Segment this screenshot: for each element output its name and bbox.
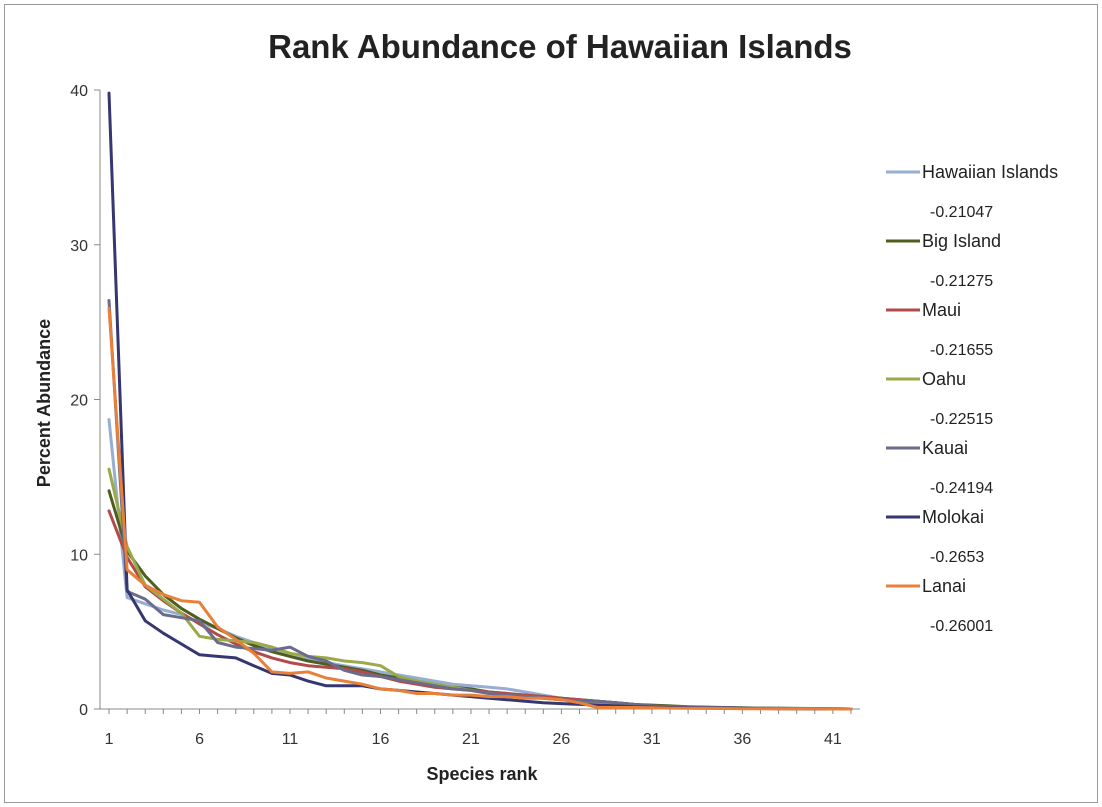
legend-value-maui: -0.21655: [930, 342, 993, 359]
y-tick-label: 10: [70, 547, 88, 564]
x-tick-label: 36: [733, 731, 751, 748]
x-tick-label: 41: [824, 731, 842, 748]
x-tick-label: 6: [195, 731, 204, 748]
legend-label-kauai: Kauai: [922, 438, 968, 458]
x-tick-label: 11: [282, 731, 299, 748]
legend-value-lanai: -0.26001: [930, 618, 993, 635]
x-tick-label: 16: [372, 731, 390, 748]
legend-value-kauai: -0.24194: [930, 480, 993, 497]
series-line-big-island: [107, 489, 853, 711]
chart-title: Rank Abundance of Hawaiian Islands: [268, 28, 852, 65]
legend-label-hawaiian-islands: Hawaiian Islands: [922, 162, 1058, 182]
legend-label-oahu: Oahu: [922, 369, 966, 389]
series-line-oahu: [107, 467, 853, 711]
legend-label-maui: Maui: [922, 300, 961, 320]
series-line-maui: [107, 509, 853, 711]
legend-value-molokai: -0.2653: [930, 549, 984, 566]
x-axis-title: Species rank: [426, 764, 538, 784]
x-tick-label: 26: [553, 731, 571, 748]
legend-value-big-island: -0.21275: [930, 273, 993, 290]
y-axis-title: Percent Abundance: [34, 319, 54, 487]
series-line-lanai: [107, 306, 853, 711]
y-tick-label: 0: [79, 702, 88, 719]
x-tick-label: 21: [462, 731, 480, 748]
x-tick-label: 31: [643, 731, 661, 748]
series-lines: [107, 91, 853, 711]
legend-label-lanai: Lanai: [922, 576, 966, 596]
legend-label-big-island: Big Island: [922, 231, 1001, 251]
y-tick-label: 40: [70, 83, 88, 100]
series-line-hawaiian-islands: [107, 418, 853, 711]
chart-frame: [4, 4, 1098, 803]
x-tick-label: 1: [105, 731, 114, 748]
legend-value-oahu: -0.22515: [930, 411, 993, 428]
y-tick-label: 30: [70, 238, 88, 255]
legend-value-hawaiian-islands: -0.21047: [930, 204, 993, 221]
y-tick-label: 20: [70, 393, 88, 410]
legend-label-molokai: Molokai: [922, 507, 984, 527]
legend: Hawaiian Islands -0.21047 Big Island -0.212…: [886, 162, 1058, 635]
series-line-kauai: [107, 299, 853, 711]
series-line-molokai: [107, 91, 853, 711]
